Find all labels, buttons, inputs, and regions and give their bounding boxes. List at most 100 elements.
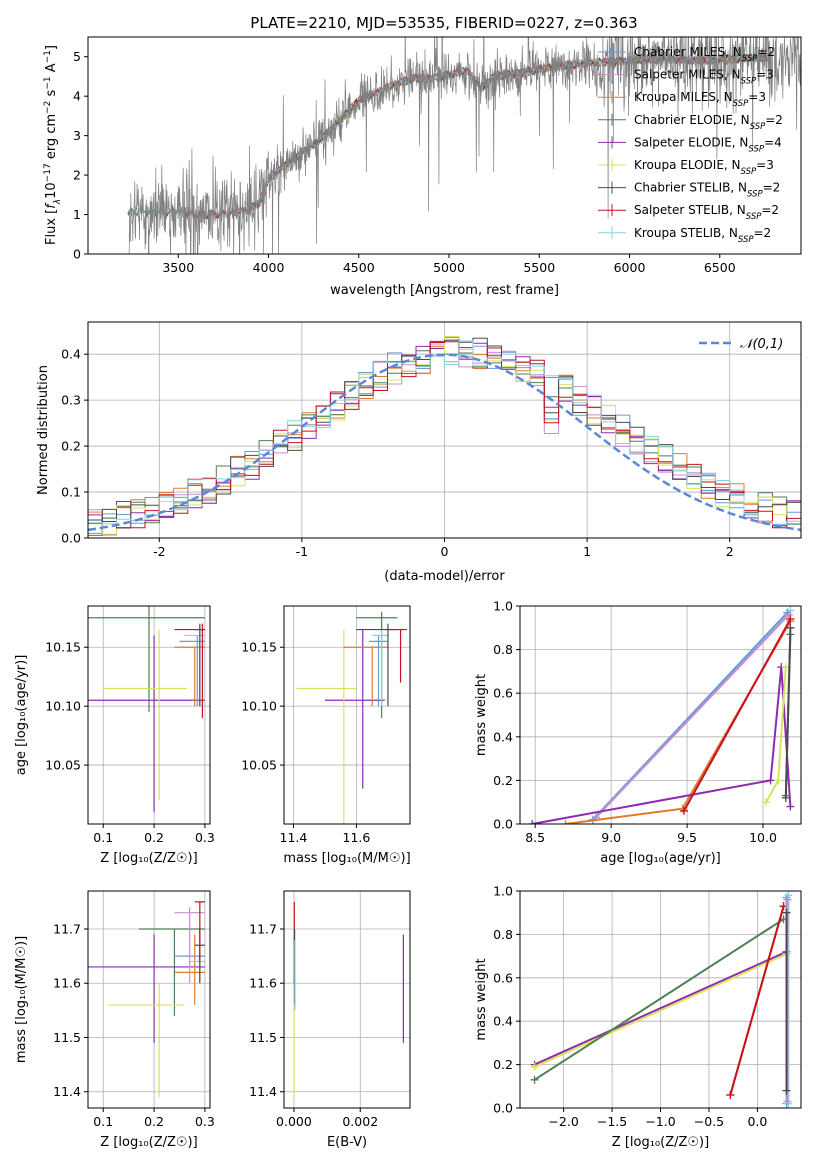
mass_vs_ebv-plot-area <box>284 891 410 1108</box>
weight_vs_age-xtick-label: 10.0 <box>749 830 777 845</box>
spectrum-ytick-label: 4 <box>73 89 81 104</box>
age_vs_mass-ytick-label: 10.05 <box>241 758 277 773</box>
age_vs_Z-ytick-label: 10.15 <box>45 640 81 655</box>
mass_vs_Z-xtick-label: 0.1 <box>93 1114 113 1129</box>
mass_vs_Z-ylabel: mass [log₁₀(M/M☉)] <box>14 936 29 1063</box>
mass_vs_Z-ytick-label: 11.4 <box>53 1084 81 1099</box>
legend-label-chabrier_elodie: Chabrier ELODIE, NSSP=2 <box>634 113 783 132</box>
weight_vs_age-series-salpeter_stelib <box>683 618 792 812</box>
weight_vs_age-xlabel: age [log₁₀(age/yr)] <box>600 851 721 866</box>
weight_vs_Z-ytick-label: 0.2 <box>493 1057 513 1072</box>
residual-histogram-kroupa_elodie <box>88 336 801 535</box>
weight_vs_age-series-chabrier_stelib <box>784 627 792 798</box>
weight_vs_Z-ytick-label: 0.4 <box>493 1014 513 1029</box>
weight_vs_age-ylabel: mass weight <box>474 674 489 756</box>
residual-histogram-kroupa_stelib <box>88 340 801 525</box>
weight_vs_age-ytick-label: 0.2 <box>493 773 513 788</box>
weight_vs_age-frame <box>519 605 802 825</box>
mass_vs_Z-ytick-label: 11.6 <box>53 976 81 991</box>
mass_vs_Z-xlabel: Z [log₁₀(Z/Z☉)] <box>100 1135 197 1150</box>
spectrum-legend-entry: Chabrier ELODIE, NSSP=2 <box>598 113 783 132</box>
weight_vs_Z-series-salpeter_elodie <box>534 950 787 1066</box>
legend-label-kroupa_miles: Kroupa MILES, NSSP=3 <box>634 90 766 109</box>
weight_vs_Z-marker-salpeter_stelib <box>726 1090 735 1099</box>
legend-label-kroupa_stelib: Kroupa STELIB, NSSP=2 <box>634 226 771 245</box>
mass_vs_Z-frame-group: 0.1 0.2 0.3 11.4 11.5 11.6 11.7 Z [log₁₀(Z/Z☉)]… <box>14 890 215 1150</box>
spectrum-legend-entry: Chabrier MILES, NSSP=2 <box>598 45 775 64</box>
spectrum-legend-entry: Salpeter ELODIE, NSSP=4 <box>598 135 782 154</box>
legend-label-chabrier_stelib: Chabrier STELIB, NSSP=2 <box>634 181 780 200</box>
spectrum-xtick-label: 5500 <box>523 260 555 275</box>
weight_vs_Z-marker-chabrier_stelib <box>782 1086 791 1095</box>
age_vs_mass-ytick-label: 10.15 <box>241 640 277 655</box>
weight_vs_age-marker-chabrier_stelib <box>786 623 795 632</box>
residuals-xtick-label: 2 <box>726 544 734 559</box>
weight_vs_age-axes: 8.5 9.0 9.5 10.0 0.0 0.2 0.4 0.6 0.8 1.0 age [log₁… <box>474 599 802 866</box>
weight_vs_Z-xtick-label: −2.0 <box>548 1114 578 1129</box>
weight_vs_Z-xtick-label: −1.0 <box>645 1114 675 1129</box>
residuals-ytick-label: 0.1 <box>61 485 81 500</box>
mass_vs_ebv-frame-group: 0.000 0.002 11.4 11.5 11.6 11.7 E(B-V) <box>249 890 411 1150</box>
legend-label-salpeter_miles: Salpeter MILES, NSSP=3 <box>634 68 774 87</box>
spectrum-ytick-label: 5 <box>73 49 81 64</box>
weight_vs_Z-marker-kroupa_elodie <box>530 1062 539 1071</box>
age_vs_Z-plot-area <box>88 606 210 824</box>
weight_vs_Z-ytick-label: 1.0 <box>493 884 513 899</box>
weight_vs_age-ytick-label: 0.4 <box>493 729 513 744</box>
weight_vs_age-xtick-label: 9.5 <box>677 830 697 845</box>
weight_vs_age-marker-salpeter_elodie <box>528 820 537 824</box>
weight_vs_age-series-chabrier_miles <box>592 611 789 821</box>
age_vs_mass-ytick-label: 10.10 <box>241 699 277 714</box>
spectrum-xtick-label: 4000 <box>253 260 285 275</box>
weight_vs_age-series-salpeter_miles <box>595 614 790 819</box>
age_vs_Z-ytick-label: 10.10 <box>45 699 81 714</box>
spectrum-axes: 3500 4000 4500 5000 5500 6000 6500 0 1 2 3 4 5 wavele… <box>43 36 802 298</box>
spectrum-ytick-label: 0 <box>73 247 81 262</box>
spectrum-legend-entry: Salpeter MILES, NSSP=3 <box>598 68 774 87</box>
age_vs_mass-axes: 11.4 11.6 10.05 10.10 10.15 mass [log₁₀(M/M☉)… <box>241 605 411 866</box>
spectrum-xtick-label: 6500 <box>704 260 736 275</box>
age_vs_mass-frame <box>283 605 411 825</box>
weight_vs_Z-marker-salpeter_miles <box>783 895 792 904</box>
mass_vs_Z-plot-area <box>88 891 210 1108</box>
figure-title: PLATE=2210, MJD=53535, FIBERID=0227, z=0… <box>250 14 637 32</box>
weight_vs_age-ytick-label: 0.8 <box>493 642 513 657</box>
weight_vs_age-plot-area <box>520 606 801 824</box>
mass_vs_ebv-frame <box>283 890 411 1109</box>
spectrum-legend-entry: Kroupa MILES, NSSP=3 <box>598 90 766 109</box>
mass_vs_Z-xtick-label: 0.3 <box>195 1114 215 1129</box>
age_vs_Z-frame-group: 0.1 0.2 0.3 10.05 10.10 10.15 Z [log₁₀(Z/Z☉)] a… <box>14 605 215 866</box>
age_vs_Z-axes: 0.1 0.2 0.3 10.05 10.10 10.15 Z [log₁₀(Z/Z☉)] a… <box>14 605 215 866</box>
weight_vs_age-xtick-label: 8.5 <box>525 830 545 845</box>
weight_vs_age-series-kroupa_miles <box>565 620 792 824</box>
mass_vs_ebv-ytick-label: 11.7 <box>249 921 277 936</box>
weight_vs_Z-ytick-label: 0.6 <box>493 970 513 985</box>
age_vs_Z-ylabel: age [log₁₀(age/yr)] <box>14 655 29 776</box>
spectrum-xtick-label: 4500 <box>343 260 375 275</box>
mass_vs_Z-frame <box>87 890 211 1109</box>
spectrum-ytick-label: 3 <box>73 128 81 143</box>
age_vs_Z-xtick-label: 0.2 <box>144 830 164 845</box>
spectrum-legend-entry: Kroupa ELODIE, NSSP=3 <box>598 158 774 177</box>
mass_vs_Z-axes: 0.1 0.2 0.3 11.4 11.5 11.6 11.7 Z [log₁₀(Z/Z☉)]… <box>14 890 215 1150</box>
weight_vs_Z-frame-group: −2.0 −1.5 −1.0 −0.5 0.0 0.0 0.2 0.4 0.6 0.8 1.0 Z [… <box>474 884 802 1150</box>
weight_vs_Z-xtick-label: −0.5 <box>694 1114 724 1129</box>
spectrum-ytick-label: 1 <box>73 207 81 222</box>
weight_vs_age-marker-salpeter_miles <box>784 610 793 619</box>
mass_vs_ebv-ytick-label: 11.5 <box>249 1030 277 1045</box>
mass_vs_ebv-ytick-label: 11.4 <box>249 1084 277 1099</box>
age_vs_mass-frame-group: 11.4 11.6 10.05 10.10 10.15 mass [log₁₀(M/M☉)… <box>241 605 411 866</box>
spectrum-ytick-label: 2 <box>73 168 81 183</box>
residuals-axes: -2 -1 0 1 2 0.0 0.1 0.2 0.3 0.4 𝒩(0,1) (data-model)… <box>36 321 802 584</box>
weight_vs_age-ytick-label: 0.6 <box>493 686 513 701</box>
weight_vs_Z-ytick-label: 0.0 <box>493 1101 513 1116</box>
residual-histogram-chabrier_stelib <box>88 337 801 529</box>
weight_vs_Z-series-kroupa_elodie <box>534 952 787 1068</box>
weight_vs_Z-xtick-label: −1.5 <box>597 1114 627 1129</box>
weight_vs_Z-marker-chabrier_stelib <box>782 908 791 917</box>
age_vs_Z-xlabel: Z [log₁₀(Z/Z☉)] <box>100 851 197 866</box>
weight_vs_age-marker-chabrier_stelib <box>781 793 790 802</box>
weight_vs_Z-axes: −2.0 −1.5 −1.0 −0.5 0.0 0.0 0.2 0.4 0.6 0.8 1.0 Z [… <box>474 884 802 1150</box>
normal-distribution-curve <box>88 353 801 532</box>
residuals-xtick-label: -1 <box>296 544 308 559</box>
